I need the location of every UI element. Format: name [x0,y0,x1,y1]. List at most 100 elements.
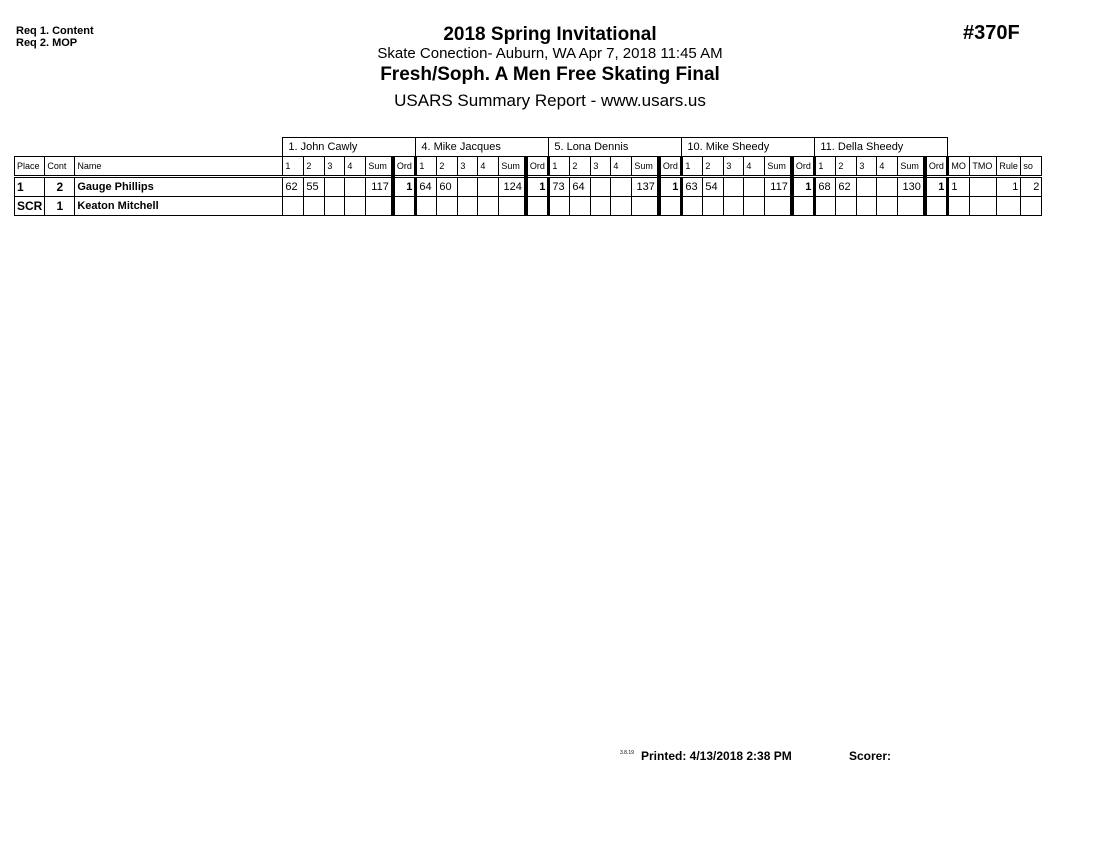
header-judge-col: Ord [656,156,684,178]
header-place: Place [13,156,46,178]
sum-cell [498,196,527,216]
score-cell: 64 [569,176,592,197]
place-cell: 1 [13,176,46,197]
score-cell: 55 [303,176,326,197]
judge-name: 11. Della Sheedy [814,137,949,157]
header-judge-col: 2 [303,156,326,178]
mo-cell: 1 [947,176,971,197]
judge-name: 10. Mike Sheedy [681,137,816,157]
header-judge-col: Sum [498,156,527,178]
score-cell [344,176,367,197]
score-cell [856,176,878,197]
sum-cell: 117 [365,176,394,197]
score-cell: 68 [814,176,837,197]
header-judge-col: Ord [789,156,817,178]
header-judge-col: 1 [415,156,438,178]
header-judge-col: Ord [922,156,950,178]
header-judge-col: Sum [631,156,660,178]
requirement-1: Req 1. Content [16,25,94,37]
ordinal-cell [656,196,684,216]
sum-cell: 130 [897,176,926,197]
score-cell: 63 [681,176,704,197]
header-judge-col: Sum [764,156,793,178]
so-cell [1020,196,1043,216]
header-judge-col: Ord [390,156,418,178]
sum-cell: 124 [498,176,527,197]
score-cell [457,176,479,197]
header-judge-col: 1 [548,156,571,178]
header-judge-col: 4 [344,156,367,178]
header-judge-col: Ord [523,156,551,178]
results-table: 1. John Cawly 4. Mike Jacques 5. Lona Denn… [13,137,1043,216]
header-judge-col: 1 [681,156,704,178]
spacer [15,138,283,157]
sum-cell [631,196,660,216]
score-cell [610,196,633,216]
table-row: SCR 1 Keaton Mitchell [13,196,1043,216]
requirement-2: Req 2. MOP [16,37,78,49]
score-cell [743,196,766,216]
header-mo: MO [947,156,971,178]
score-cell [702,196,725,216]
judge-name: 4. Mike Jacques [415,137,550,157]
score-cell [324,196,346,216]
header-judge-col: 2 [702,156,725,178]
score-cell [814,196,837,216]
score-cell [723,176,745,197]
ordinal-cell: 1 [789,176,817,197]
printed-timestamp: Printed: 4/13/2018 2:38 PM [641,749,792,763]
place-cell: SCR [13,196,46,216]
skater-name: Gauge Phillips [74,176,284,197]
sum-cell: 117 [764,176,793,197]
rule-cell: 1 [996,176,1022,197]
header-judge-col: Sum [365,156,394,178]
rule-cell [996,196,1022,216]
score-cell [324,176,346,197]
header-judge-col: 4 [610,156,633,178]
score-cell [681,196,704,216]
mo-cell [947,196,971,216]
score-cell [723,196,745,216]
score-cell [856,196,878,216]
header-rule: Rule [996,156,1022,178]
score-cell [548,196,571,216]
sum-cell [764,196,793,216]
cont-cell: 2 [44,176,76,197]
ordinal-cell: 1 [656,176,684,197]
sum-cell [365,196,394,216]
score-cell [457,196,479,216]
ordinal-cell: 1 [523,176,551,197]
score-cell: 60 [436,176,459,197]
header-cont: Cont [44,156,76,178]
subtitle: Skate Conection- Auburn, WA Apr 7, 2018 … [377,45,723,62]
score-cell [876,196,899,216]
header-judge-col: 2 [835,156,858,178]
ordinal-cell [789,196,817,216]
score-cell: 54 [702,176,725,197]
event-number: #370F [963,22,1020,44]
event-name: Fresh/Soph. A Men Free Skating Final [380,64,720,85]
ordinal-cell [523,196,551,216]
column-header-row: Place Cont Name 1 2 3 4 Sum Ord 1 2 3 4 Sum Ord 1 2 3 4 Sum… [13,156,1043,178]
score-cell [610,176,633,197]
table-row: 1 2 Gauge Phillips 62 55 117 1 64 60 124 1 73 64 137 1… [13,176,1043,197]
score-cell [415,196,438,216]
header-judge-col: 3 [324,156,346,178]
ordinal-cell: 1 [922,176,950,197]
header-judge-col: 1 [282,156,305,178]
score-cell [477,196,500,216]
cont-cell: 1 [44,196,76,216]
sum-cell [897,196,926,216]
score-cell [590,196,612,216]
version-label: 3.8.19 [620,750,634,756]
header-judge-col: 4 [876,156,899,178]
score-cell [436,196,459,216]
score-cell [835,196,858,216]
score-cell [477,176,500,197]
header-judge-col: 2 [569,156,592,178]
judge-name: 5. Lona Dennis [548,137,683,157]
header-judge-col: 4 [743,156,766,178]
score-cell [303,196,326,216]
ordinal-cell [922,196,950,216]
header-judge-col: 3 [723,156,745,178]
